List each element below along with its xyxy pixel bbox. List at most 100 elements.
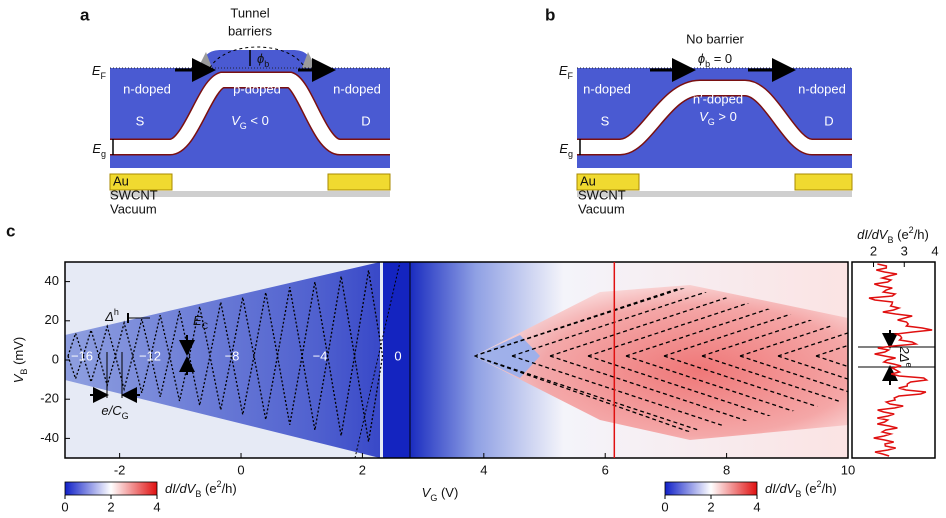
layer-label: Au [580, 173, 596, 188]
lattice-line [739, 288, 848, 357]
colorbar-tick-label: 2 [707, 499, 714, 514]
electrode-label: S [601, 113, 610, 128]
gap-annotation-part: 2Δ [897, 346, 912, 363]
trace-axis-label-part: (e [894, 227, 909, 242]
trace-tick-label: 3 [901, 243, 908, 258]
colorbar-label-part: B [195, 489, 201, 499]
panel-label: b [545, 5, 555, 24]
charging-label-part: E [193, 313, 202, 328]
colorbar-tick-label: 4 [153, 499, 160, 514]
lattice-line [777, 288, 848, 357]
colorbar-label-part: B [795, 489, 801, 499]
gap-label: Eg [92, 141, 106, 159]
x-tick-label: -2 [114, 462, 126, 477]
colorbar-label-part: 2 [817, 479, 822, 489]
barrier-label-part: = 0 [710, 51, 732, 66]
trace-tick-label: 4 [931, 243, 938, 258]
spacing-label-part: Δ [104, 309, 114, 324]
region-label: n-doped [333, 81, 381, 96]
lattice-line [474, 355, 691, 432]
trace-axis-label-part: B [887, 235, 893, 245]
barrier-label-part: ϕ [257, 51, 264, 66]
colorbar-label-part: (e [201, 481, 216, 496]
lattice-line [474, 288, 691, 357]
lattice-line [701, 355, 848, 432]
y-tick-label: -20 [40, 391, 59, 406]
y-tick-label: 40 [45, 273, 59, 288]
charge-label: −16 [71, 348, 93, 363]
layer-label: SWCNT [110, 187, 158, 202]
panel-label: c [6, 221, 15, 240]
x-axis-label-part: G [430, 493, 437, 503]
panel-title: Tunnel [230, 5, 269, 20]
electrode-label: D [361, 113, 370, 128]
lattice-line [777, 355, 848, 432]
barrier-label-part: b [705, 59, 710, 69]
trace-axis-label-part: /h) [914, 227, 929, 242]
gate-label-part: < 0 [247, 113, 269, 128]
colorbar [64, 481, 158, 496]
region-label: n-doped [123, 81, 171, 96]
gate-label-part: G [708, 117, 715, 127]
lattice-line [701, 288, 848, 357]
gate-label-part: V [231, 113, 241, 128]
spacing-label: Δh [104, 307, 119, 324]
colorbar-label-part: (e [801, 481, 816, 496]
colorbar-label: dI/dVB (e2/h) [765, 479, 837, 499]
colorbar-label: dI/dVB (e2/h) [165, 479, 237, 499]
gate-label: VG < 0 [231, 113, 269, 131]
colorbar-label-part: dI/dV [765, 481, 797, 496]
colorbar-label-part: /h) [222, 481, 237, 496]
electrode-label: S [136, 113, 145, 128]
y-tick-label: -40 [40, 430, 59, 445]
electrode-label: D [824, 113, 833, 128]
gap-label-part: g [568, 149, 573, 159]
colorbar-tick-label: 0 [61, 499, 68, 514]
layer-label: Au [113, 173, 129, 188]
y-axis-label: VB (mV) [11, 337, 29, 383]
gap-label-part: E [559, 141, 568, 156]
diamond-edge [354, 261, 401, 459]
barrier-label-part: ϕ [698, 51, 705, 66]
barrier-label-part: b [264, 59, 269, 69]
x-axis-label-part: (V) [437, 485, 458, 500]
fermi-label: EF [559, 63, 574, 81]
panel-title: No barrier [686, 31, 744, 46]
lattice-line [739, 355, 848, 432]
x-tick-label: 8 [723, 462, 730, 477]
y-tick-label: 20 [45, 312, 59, 327]
region-label: n-doped [798, 81, 846, 96]
x-tick-label: 2 [359, 462, 366, 477]
lattice-line [663, 288, 848, 357]
colorbar-label-part: /h) [822, 481, 837, 496]
gate-label-part: G [240, 121, 247, 131]
region-label: n-doped [583, 81, 631, 96]
gate-label-part: V [699, 109, 709, 124]
y-axis-label-part: (mV) [11, 337, 26, 369]
trace-axis-label-part: 2 [909, 225, 914, 235]
gap-label-part: E [92, 141, 101, 156]
colorbar-label-part: 2 [217, 479, 222, 489]
gate-label-part: > 0 [715, 109, 737, 124]
gap-annotation: 2Δe [897, 346, 914, 368]
charging-label-part: C [202, 321, 209, 331]
layer-label: SWCNT [578, 187, 626, 202]
lattice-line [663, 355, 848, 432]
x-tick-label: 6 [602, 462, 609, 477]
period-label-part: G [122, 411, 129, 421]
spacing-label-part: h [114, 307, 119, 317]
period-label: e/CG [101, 403, 128, 421]
region-label: n′-doped [693, 91, 743, 106]
gap-label: Eg [559, 141, 573, 159]
x-axis-label-part: V [422, 485, 432, 500]
gate-label: VG > 0 [699, 109, 737, 127]
barrier-label: ϕb = 0 [698, 51, 732, 69]
gap-label-part: g [101, 149, 106, 159]
lattice-line [474, 355, 848, 432]
fermi-label-part: E [92, 63, 101, 78]
charge-label: 0 [394, 348, 401, 363]
stability-map [64, 261, 936, 459]
gap-annotation-part: e [904, 362, 914, 367]
charge-label: −4 [313, 348, 328, 363]
